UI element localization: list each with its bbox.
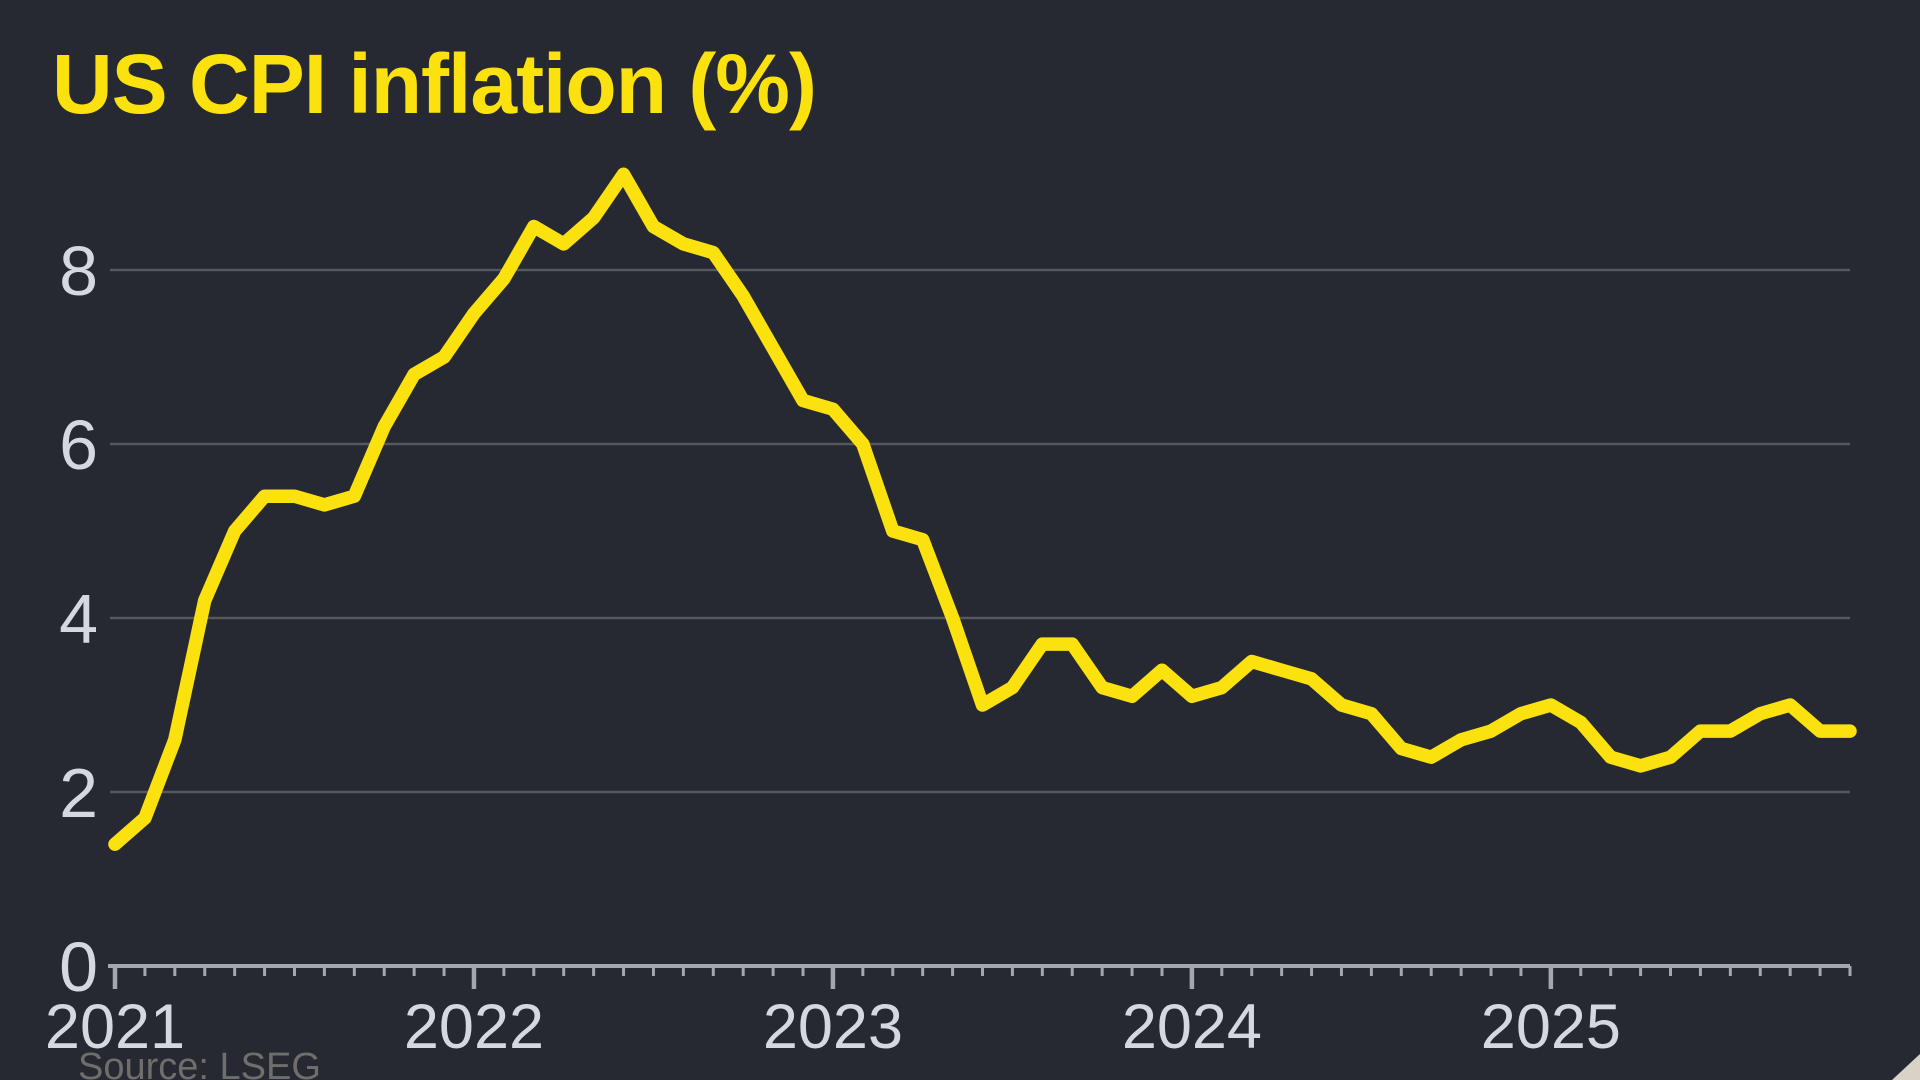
y-axis-label-0: 0 — [59, 928, 98, 1006]
y-axis-label-8: 8 — [59, 232, 98, 310]
x-axis-label-2021: 2021 — [45, 992, 185, 1062]
x-axis-label-2023: 2023 — [763, 992, 903, 1062]
x-axis-label-2025: 2025 — [1481, 992, 1621, 1062]
x-axis-label-2022: 2022 — [404, 992, 544, 1062]
chart-title: US CPI inflation (%) — [52, 37, 817, 131]
x-axis-label-2024: 2024 — [1122, 992, 1262, 1062]
source-attribution: Source: LSEG — [78, 1046, 321, 1080]
y-axis-label-2: 2 — [59, 754, 98, 832]
y-axis-label-6: 6 — [59, 406, 98, 484]
y-axis-label-4: 4 — [59, 580, 98, 658]
corner-grip-triangle — [1892, 1054, 1920, 1080]
cpi-inflation-line — [108, 167, 1857, 851]
